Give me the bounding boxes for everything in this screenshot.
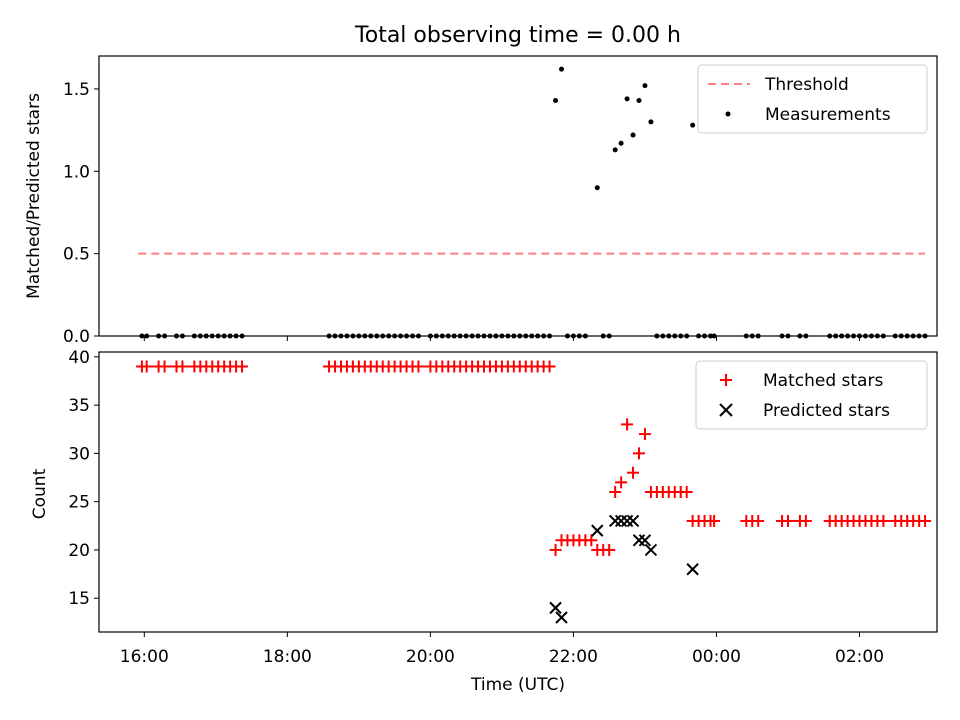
panel-ratio: Matched/Predicted stars 0.0 0.5 1.0 1.5 Thr…: [24, 55, 938, 347]
measurements-legend-swatch: [725, 111, 731, 117]
chart-title: Total observing time = 0.00 h: [354, 23, 681, 48]
count-y-tick-label: 15: [68, 589, 90, 609]
matched-star-point: [680, 486, 693, 498]
matched-star-point: [638, 428, 651, 441]
measurement-point: [690, 122, 696, 128]
ratio-legend-box: [697, 64, 928, 134]
matched-legend-swatch: [720, 374, 732, 386]
predicted-star-point: [549, 601, 562, 615]
matched-star-point: [412, 360, 425, 373]
matched-star-point: [549, 543, 562, 556]
matched-star-point: [627, 466, 640, 479]
matched-star-point: [176, 360, 189, 373]
ratio-y-tick-label: 1.5: [63, 80, 90, 100]
matched-star-point: [615, 476, 628, 489]
matched-star-point: [158, 360, 171, 373]
ratio-y-ticks: 0.0 0.5 1.0 1.5: [63, 80, 99, 347]
matched-star-point: [632, 447, 645, 460]
measurement-point: [618, 140, 624, 146]
measurements-legend-label: Measurements: [765, 105, 891, 125]
measurement-point: [559, 66, 565, 72]
predicted-star-point: [686, 563, 699, 576]
matched-star-point: [708, 514, 721, 527]
predicted-star-point: [626, 514, 640, 528]
threshold-legend-label: Threshold: [764, 75, 849, 95]
matched-star-point: [919, 514, 932, 527]
matched-star-point: [877, 514, 890, 527]
matched-star-point: [140, 360, 153, 373]
matched-star-point: [603, 543, 616, 556]
matched-star-point: [236, 360, 249, 373]
count-y-axis-title: Count: [30, 468, 50, 519]
ratio-y-axis-title: Matched/Predicted stars: [24, 93, 44, 299]
ratio-y-tick-label: 1.0: [63, 162, 90, 182]
matched-star-point: [781, 514, 794, 527]
count-legend: Matched stars Predicted stars: [695, 360, 928, 430]
matched-star-point: [543, 360, 556, 373]
ratio-plot-frame: [98, 55, 938, 337]
count-legend-box: [695, 360, 928, 430]
matched-star-point: [752, 514, 765, 527]
count-series: [135, 360, 932, 624]
ratio-legend: Threshold Measurements: [697, 64, 928, 134]
measurement-point: [594, 185, 600, 191]
measurement-point: [624, 96, 630, 102]
count-y-ticks: 15 20 25 30 35 40: [68, 348, 99, 609]
measurement-point: [612, 147, 618, 153]
count-x-ticks: 16:00 18:00 20:00 22:00 00:00 02:00: [120, 632, 884, 667]
count-y-tick-label: 25: [68, 493, 90, 513]
predicted-star-point: [608, 514, 622, 528]
panel-count: Count 15 20 25 30 35 40 16:00 18:00 20:00 22:00 0…: [30, 348, 938, 695]
count-x-tick-label: 02:00: [835, 647, 884, 667]
matched-star-point: [609, 486, 622, 498]
count-x-tick-label: 00:00: [692, 647, 741, 667]
matched-star-point: [585, 534, 598, 547]
predicted-legend-label: Predicted stars: [763, 401, 890, 421]
count-x-tick-label: 18:00: [263, 647, 312, 667]
measurement-point: [636, 97, 642, 103]
predicted-star-point: [614, 514, 628, 528]
ratio-y-tick-label: 0.0: [63, 327, 90, 347]
measurement-point: [553, 97, 559, 103]
count-x-tick-label: 22:00: [549, 647, 598, 667]
ratio-y-axis-title-group: Matched/Predicted stars: [24, 93, 44, 299]
count-y-tick-label: 20: [68, 541, 90, 561]
measurement-point: [642, 83, 648, 89]
predicted-star-point: [620, 514, 634, 528]
count-x-tick-label: 20:00: [406, 647, 455, 667]
predicted-star-point: [555, 611, 568, 624]
count-y-tick-label: 35: [68, 396, 90, 416]
predicted-star-point: [638, 534, 652, 547]
measurement-point: [630, 132, 636, 138]
matched-star-point: [799, 514, 812, 527]
predicted-star-point: [644, 543, 658, 557]
predicted-star-point: [591, 524, 604, 537]
matched-legend-label: Matched stars: [763, 371, 883, 391]
predicted-star-point: [632, 534, 646, 547]
count-y-tick-label: 40: [68, 348, 90, 368]
predicted-legend-swatch: [719, 403, 733, 417]
x-axis-title: Time (UTC): [470, 675, 565, 695]
ratio-y-tick-label: 0.5: [63, 245, 90, 265]
count-plot-frame: [98, 351, 938, 633]
matched-star-point: [621, 418, 634, 431]
measurement-point: [648, 119, 654, 125]
count-x-tick-label: 16:00: [120, 647, 169, 667]
count-y-tick-label: 30: [68, 444, 90, 464]
